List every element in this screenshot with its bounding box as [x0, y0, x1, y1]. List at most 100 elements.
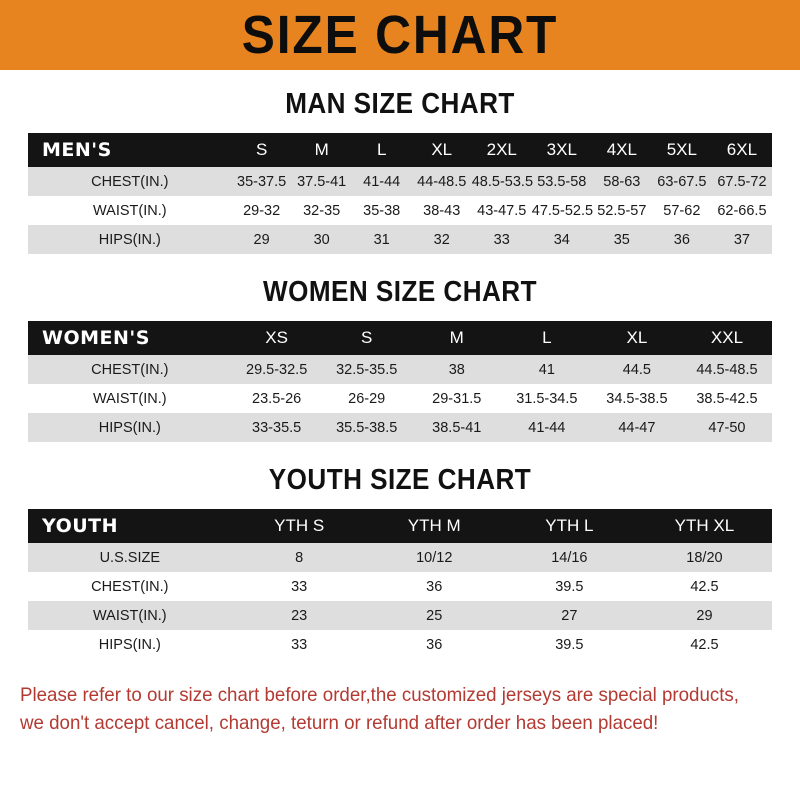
table-row: HIPS(IN.) 29 30 31 32 33 34 35 36 37	[28, 225, 772, 254]
cell-value: 52.5-57	[591, 196, 652, 225]
cell-value: 38	[411, 355, 502, 384]
column-header-s: S	[321, 321, 412, 355]
cell-value: 37	[711, 225, 772, 254]
cell-value: 25	[366, 601, 502, 630]
page-title: SIZE CHART	[241, 5, 559, 65]
cell-value: 41	[501, 355, 592, 384]
column-header-6xl: 6XL	[711, 133, 772, 167]
cell-value: 36	[366, 572, 502, 601]
cell-value: 29-32	[231, 196, 292, 225]
cell-value: 44-47	[591, 413, 682, 442]
table-row: WAIST(IN.) 23 25 27 29	[28, 601, 772, 630]
cell-value: 44.5-48.5	[681, 355, 772, 384]
section-title-women-s: WOMEN SIZE CHART	[263, 276, 537, 308]
cell-value: 39.5	[501, 572, 637, 601]
cell-value: 33	[231, 572, 367, 601]
table-corner-label: MEN'S	[28, 133, 232, 167]
table-row: CHEST(IN.) 35-37.5 37.5-41 41-44 44-48.5 48.5…	[28, 167, 772, 196]
table-row: WAIST(IN.) 29-32 32-35 35-38 38-43 43-47.5 47.…	[28, 196, 772, 225]
cell-value: 44.5	[591, 355, 682, 384]
table-header-row: WOMEN'S XS S M L XL XXL	[28, 321, 772, 355]
cell-value: 35-37.5	[231, 167, 292, 196]
cell-value: 29.5-32.5	[231, 355, 322, 384]
cell-value: 34	[531, 225, 592, 254]
row-label-hips-in: HIPS(IN.)	[28, 413, 232, 442]
cell-value: 42.5	[636, 630, 772, 659]
size-table-youth: YOUTH YTH S YTH M YTH L YTH XL U.S.SIZE 8 10/12…	[28, 509, 772, 659]
column-header-yth-m: YTH M	[366, 509, 502, 543]
cell-value: 41-44	[501, 413, 592, 442]
row-label-hips-in: HIPS(IN.)	[28, 630, 232, 659]
column-header-s: S	[231, 133, 292, 167]
column-header-yth-s: YTH S	[231, 509, 367, 543]
cell-value: 33	[471, 225, 532, 254]
table-row: HIPS(IN.) 33 36 39.5 42.5	[28, 630, 772, 659]
cell-value: 23	[231, 601, 367, 630]
cell-value: 36	[366, 630, 502, 659]
cell-value: 29-31.5	[411, 384, 502, 413]
cell-value: 38.5-42.5	[681, 384, 772, 413]
column-header-xs: XS	[231, 321, 322, 355]
cell-value: 38.5-41	[411, 413, 502, 442]
cell-value: 30	[291, 225, 352, 254]
table-row: HIPS(IN.) 33-35.5 35.5-38.5 38.5-41 41-44 44-…	[28, 413, 772, 442]
cell-value: 10/12	[366, 543, 502, 572]
cell-value: 48.5-53.5	[471, 167, 533, 196]
disclaimer-line-1: Please refer to our size chart before or…	[20, 684, 739, 706]
column-header-m: M	[411, 321, 502, 355]
row-label-waist-in: WAIST(IN.)	[28, 384, 232, 413]
cell-value: 41-44	[351, 167, 412, 196]
table-row: CHEST(IN.) 33 36 39.5 42.5	[28, 572, 772, 601]
cell-value: 44-48.5	[411, 167, 472, 196]
column-header-m: M	[291, 133, 352, 167]
cell-value: 29	[231, 225, 292, 254]
cell-value: 47.5-52.5	[531, 196, 593, 225]
table-row: WAIST(IN.) 23.5-26 26-29 29-31.5 31.5-34.5 34…	[28, 384, 772, 413]
column-header-xl: XL	[411, 133, 472, 167]
row-label-chest-in: CHEST(IN.)	[28, 167, 232, 196]
cell-value: 34.5-38.5	[591, 384, 682, 413]
table-header-row: MEN'S S M L XL 2XL 3XL 4XL 5XL 6XL	[28, 133, 772, 167]
cell-value: 62-66.5	[711, 196, 772, 225]
column-header-xl: XL	[591, 321, 682, 355]
row-label-waist-in: WAIST(IN.)	[28, 196, 232, 225]
cell-value: 39.5	[501, 630, 637, 659]
column-header-3xl: 3XL	[531, 133, 592, 167]
cell-value: 8	[231, 543, 367, 572]
cell-value: 47-50	[681, 413, 772, 442]
cell-value: 67.5-72	[711, 167, 772, 196]
cell-value: 14/16	[501, 543, 637, 572]
page-banner: SIZE CHART	[0, 0, 800, 70]
table-corner-label: WOMEN'S	[28, 321, 232, 355]
column-header-yth-xl: YTH XL	[636, 509, 772, 543]
cell-value: 35	[591, 225, 652, 254]
column-header-2xl: 2XL	[471, 133, 532, 167]
row-label-u-s-size: U.S.SIZE	[28, 543, 232, 572]
cell-value: 23.5-26	[231, 384, 322, 413]
cell-value: 32-35	[291, 196, 352, 225]
size-chart-sections: MAN SIZE CHART MEN'S S M L XL 2XL 3XL 4XL 5XL 6XL C…	[0, 88, 800, 659]
cell-value: 33-35.5	[231, 413, 322, 442]
section-title-men-s: MAN SIZE CHART	[285, 88, 515, 120]
disclaimer: Please refer to our size chart before or…	[20, 681, 750, 738]
cell-value: 38-43	[411, 196, 472, 225]
cell-value: 63-67.5	[651, 167, 712, 196]
column-header-xxl: XXL	[681, 321, 772, 355]
row-label-hips-in: HIPS(IN.)	[28, 225, 232, 254]
cell-value: 35.5-38.5	[321, 413, 412, 442]
size-table-men-s: MEN'S S M L XL 2XL 3XL 4XL 5XL 6XL CHEST(IN.) 35-37…	[28, 133, 772, 254]
column-header-4xl: 4XL	[591, 133, 652, 167]
column-header-5xl: 5XL	[651, 133, 712, 167]
cell-value: 31	[351, 225, 412, 254]
cell-value: 29	[636, 601, 772, 630]
column-header-l: L	[501, 321, 592, 355]
cell-value: 35-38	[351, 196, 412, 225]
cell-value: 37.5-41	[291, 167, 352, 196]
column-header-yth-l: YTH L	[501, 509, 637, 543]
cell-value: 43-47.5	[471, 196, 532, 225]
cell-value: 32	[411, 225, 472, 254]
size-table-women-s: WOMEN'S XS S M L XL XXL CHEST(IN.) 29.5-32.5 32.5…	[28, 321, 772, 442]
row-label-waist-in: WAIST(IN.)	[28, 601, 232, 630]
cell-value: 32.5-35.5	[321, 355, 412, 384]
